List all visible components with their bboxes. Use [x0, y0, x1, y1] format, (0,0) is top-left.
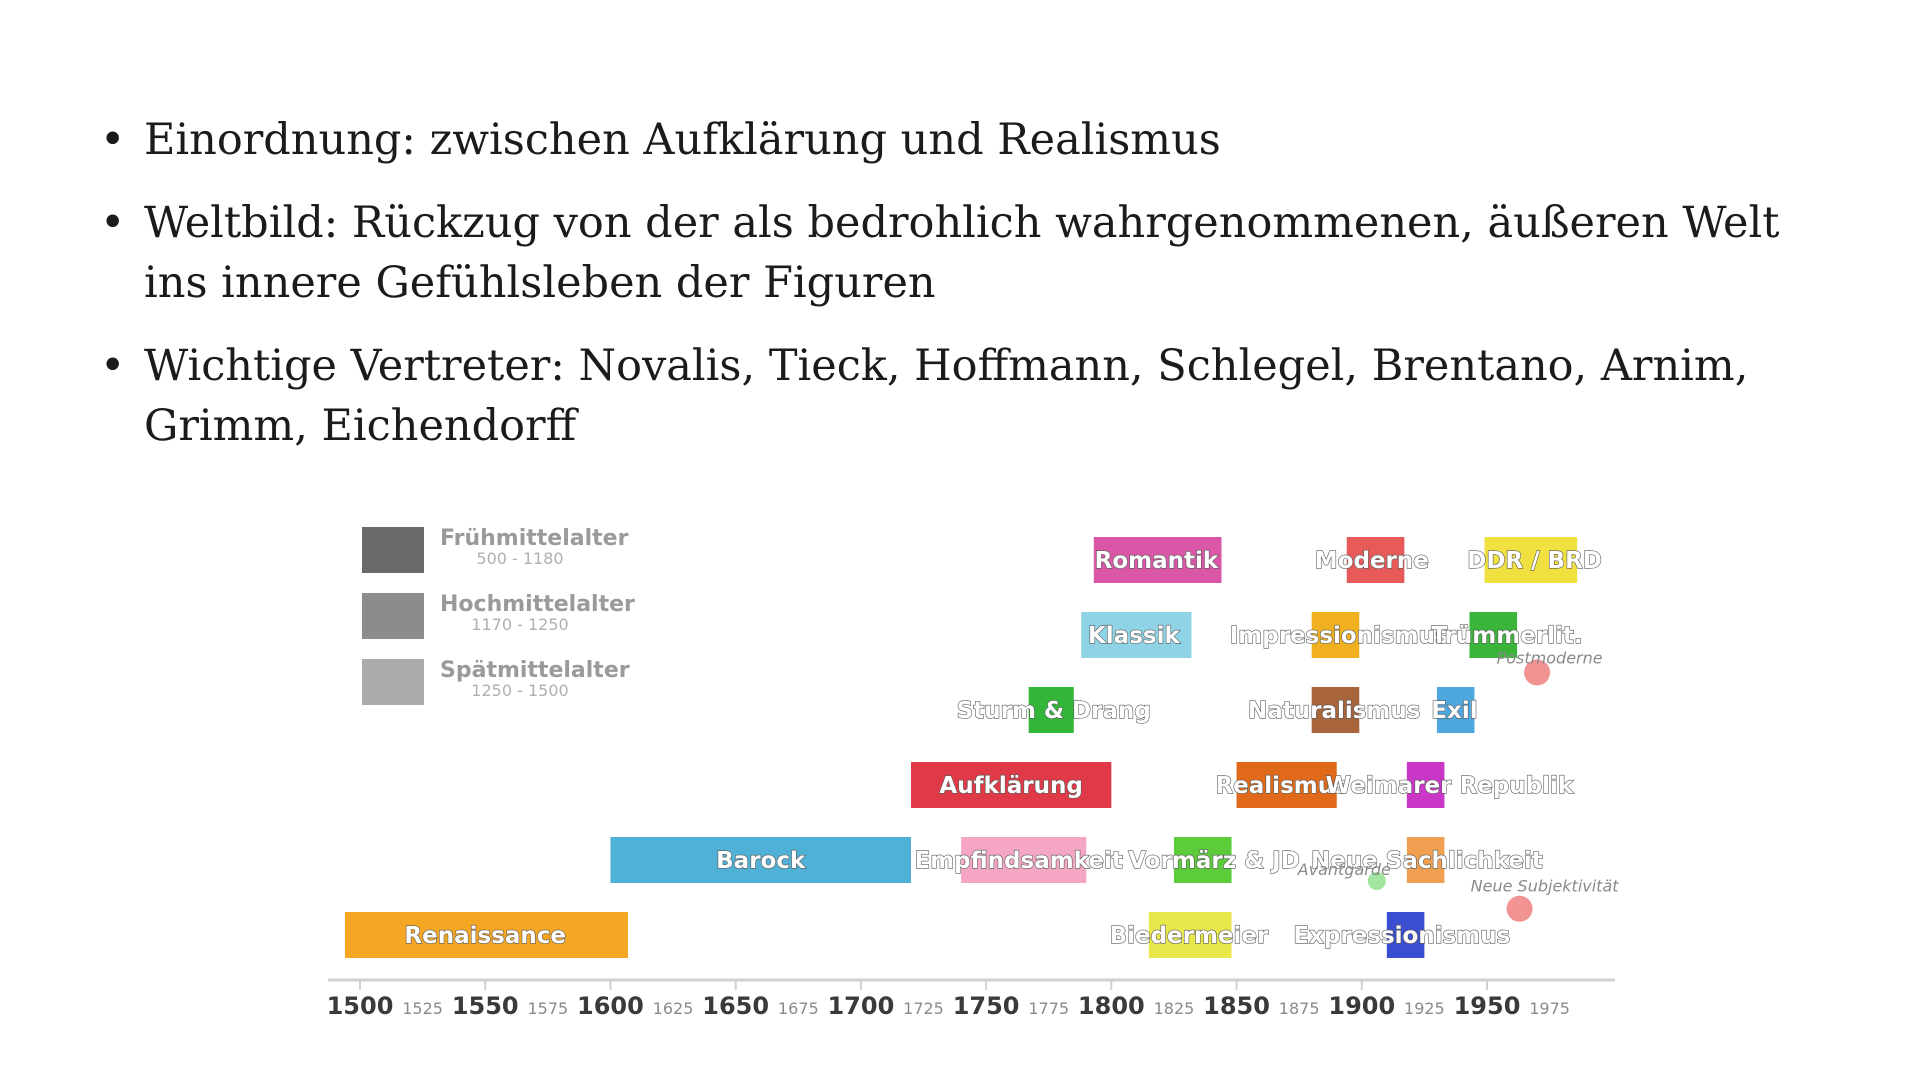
- epoch-bar: [1236, 762, 1337, 808]
- tick-label-minor: 1625: [653, 999, 694, 1018]
- marker-dot: [1506, 895, 1533, 922]
- epoch-label: DDR / BRD: [1467, 548, 1602, 574]
- tick-label-minor: 1575: [527, 999, 568, 1018]
- epoch-bar: [610, 837, 911, 883]
- tick-label-major: 1800: [1078, 992, 1145, 1020]
- epoch-bar: [1081, 612, 1192, 658]
- epoch-label: Expressionismus: [1293, 923, 1510, 949]
- bullet-text: Einordnung: zwischen Aufklärung und Real…: [144, 115, 1221, 165]
- tick-label-minor: 1975: [1529, 999, 1570, 1018]
- tick-label-major: 1750: [953, 992, 1020, 1020]
- epoch-bar: [1346, 537, 1405, 583]
- tick-label-major: 1550: [452, 992, 519, 1020]
- epoch-label: Weimarer Republik: [1326, 773, 1574, 799]
- epoch-label: Barock: [716, 848, 806, 874]
- epoch-label: Moderne: [1315, 548, 1429, 574]
- epoch-label: Romantik: [1095, 548, 1219, 574]
- epoch-label: Exil: [1431, 698, 1477, 724]
- tick-label-major: 1700: [827, 992, 894, 1020]
- legend-label: Spätmittelalter: [440, 658, 630, 683]
- bullet-item-einordnung: • Einordnung: zwischen Aufklärung und Re…: [100, 110, 1820, 170]
- epoch-bar: [1028, 687, 1074, 733]
- legend-label: Frühmittelalter: [440, 526, 629, 551]
- legend-swatch: [362, 593, 424, 639]
- epoch-label: Realismus: [1215, 773, 1347, 799]
- epoch-label: Vormärz & JD: [1128, 848, 1300, 874]
- epoch-bar: [910, 762, 1112, 808]
- legend-swatch: [362, 527, 424, 573]
- epoch-bar: [1484, 537, 1578, 583]
- bullet-item-vertreter: • Wichtige Vertreter: Novalis, Tieck, Ho…: [100, 336, 1820, 456]
- bullet-dot: •: [100, 115, 126, 165]
- legend-range: 1250 - 1500: [471, 681, 568, 700]
- bullet-item-weltbild: • Weltbild: Rückzug von der als bedrohli…: [100, 193, 1820, 313]
- epoch-label: Trümmerlit.: [1431, 623, 1582, 649]
- tick-label-minor: 1725: [903, 999, 944, 1018]
- tick-label-major: 1950: [1454, 992, 1521, 1020]
- epoch-bar: [1469, 612, 1518, 658]
- legend-range: 500 - 1180: [476, 549, 563, 568]
- epoch-label: Sturm & Drang: [957, 698, 1151, 724]
- legend-range: 1170 - 1250: [471, 615, 568, 634]
- tick-label-major: 1900: [1328, 992, 1395, 1020]
- epoch-bar: [1406, 762, 1445, 808]
- epoch-bar: [1406, 837, 1445, 883]
- tick-label-major: 1650: [702, 992, 769, 1020]
- bullet-text: Wichtige Vertreter: Novalis, Tieck, Hoff…: [144, 341, 1749, 451]
- epoch-bar: [1173, 837, 1232, 883]
- tick-label-major: 1600: [577, 992, 644, 1020]
- tick-label-minor: 1775: [1028, 999, 1069, 1018]
- tick-label-minor: 1525: [402, 999, 443, 1018]
- tick-label-minor: 1875: [1279, 999, 1320, 1018]
- tick-label-minor: 1925: [1404, 999, 1445, 1018]
- epoch-label: Aufklärung: [939, 773, 1082, 799]
- tick-label-major: 1850: [1203, 992, 1270, 1020]
- tick-label-minor: 1825: [1154, 999, 1195, 1018]
- epoch-bar: [1386, 912, 1425, 958]
- legend-label: Hochmittelalter: [440, 592, 635, 617]
- epoch-bar: [1093, 537, 1222, 583]
- marker-dot: [1524, 659, 1551, 686]
- epoch-bar: [1311, 612, 1360, 658]
- epoch-label: Empfindsamkeit: [914, 848, 1122, 874]
- epoch-bar: [344, 912, 628, 958]
- bullet-text: Weltbild: Rückzug von der als bedrohlich…: [144, 198, 1780, 308]
- epoch-bar: [1311, 687, 1360, 733]
- marker-dot: [1367, 872, 1386, 890]
- tick-label-major: 1500: [327, 992, 394, 1020]
- epoch-label: Neue Sachlichkeit: [1311, 848, 1543, 874]
- epoch-bar: [1148, 912, 1232, 958]
- epoch-bar: [961, 837, 1087, 883]
- epoch-annotation: Avantgarde: [1297, 860, 1391, 879]
- bullet-dot: •: [100, 198, 126, 248]
- epoch-label: Biedermeier: [1110, 923, 1269, 949]
- epoch-bar: [1436, 687, 1475, 733]
- epoch-label: Naturalismus: [1248, 698, 1421, 724]
- tick-label-minor: 1675: [778, 999, 819, 1018]
- epoch-label: Renaissance: [404, 923, 566, 949]
- epoch-label: Klassik: [1088, 623, 1180, 649]
- epoch-label: Impressionismus: [1230, 623, 1449, 649]
- bullet-list: • Einordnung: zwischen Aufklärung und Re…: [100, 110, 1820, 479]
- epoch-annotation: Neue Subjektivität: [1471, 877, 1620, 896]
- epoch-annotation: Postmoderne: [1497, 649, 1603, 668]
- legend-swatch: [362, 659, 424, 705]
- bullet-dot: •: [100, 341, 126, 391]
